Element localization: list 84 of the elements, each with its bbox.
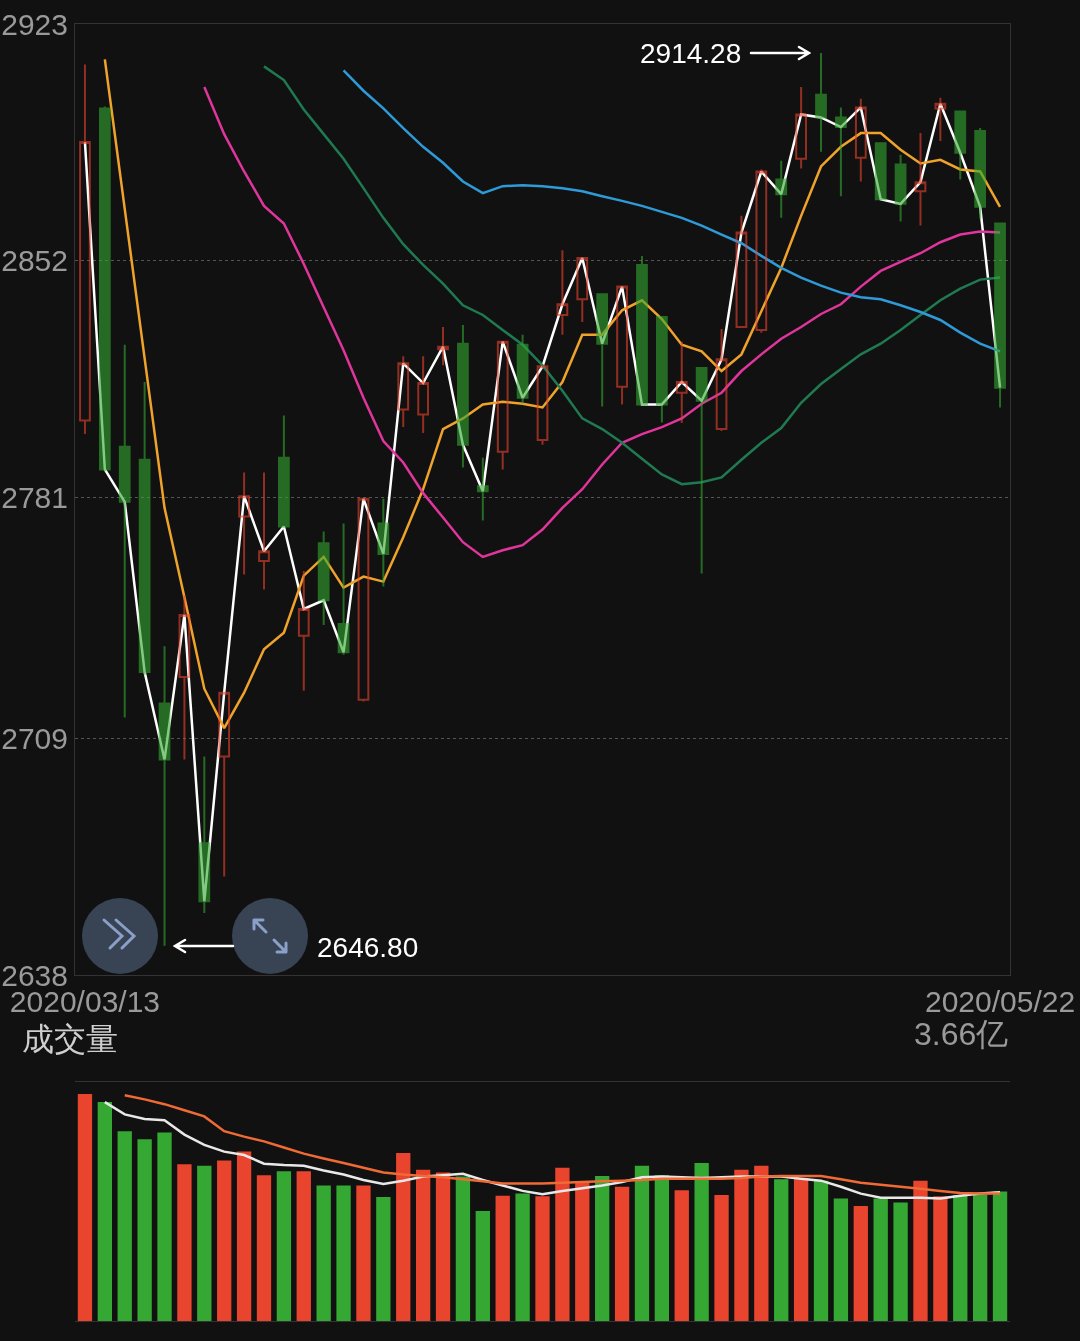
bar [734, 1169, 749, 1321]
candlestick [337, 522, 350, 656]
x-tick-label: 2020/05/22 [924, 985, 1076, 1018]
bar [813, 1180, 829, 1321]
bar [654, 1175, 670, 1321]
annotation: 2914.28 [640, 38, 742, 69]
bar [973, 1194, 988, 1321]
bar [793, 1177, 809, 1321]
bar [276, 1171, 292, 1321]
bar [137, 1139, 152, 1321]
candlestick [894, 153, 907, 223]
candlestick [815, 52, 827, 153]
bar [296, 1171, 311, 1321]
candlestick [118, 343, 131, 719]
candlestick [158, 645, 171, 947]
candlestick [198, 755, 211, 914]
bar [595, 1175, 610, 1321]
bar [992, 1191, 1008, 1321]
bar [933, 1196, 948, 1321]
candlestick [377, 497, 390, 588]
candlestick [476, 456, 489, 522]
bar [356, 1185, 371, 1321]
chart-title: 成交量 [21, 1021, 118, 1058]
bar [555, 1167, 570, 1321]
bar [873, 1198, 888, 1321]
bar [853, 1205, 868, 1321]
y-tick-label: 2852 [1, 244, 68, 278]
candlestick [138, 381, 151, 676]
bar [396, 1152, 411, 1321]
candlestick [695, 366, 708, 575]
bar [774, 1179, 789, 1321]
candlestick [874, 142, 887, 201]
line-series [203, 85, 1002, 559]
candlestick [317, 530, 330, 626]
bar [197, 1165, 212, 1321]
candlestick [655, 315, 668, 424]
bar [634, 1165, 650, 1321]
candlestick [98, 105, 111, 473]
bar [913, 1180, 928, 1321]
bar [614, 1186, 630, 1321]
bar [714, 1194, 729, 1321]
line-series [262, 65, 1002, 486]
bar [217, 1160, 232, 1321]
bar [157, 1132, 172, 1321]
bar [316, 1185, 331, 1321]
line-series [342, 69, 1002, 353]
bar [336, 1185, 351, 1321]
bar [495, 1195, 510, 1321]
bar [97, 1102, 112, 1321]
bar [694, 1162, 709, 1321]
candlestick [636, 254, 648, 406]
bar [893, 1202, 908, 1321]
bar [833, 1198, 849, 1321]
bar [435, 1172, 451, 1321]
bar [77, 1093, 93, 1321]
candlestick [835, 106, 847, 198]
candlestick [954, 110, 967, 181]
bar [754, 1165, 769, 1321]
candlestick [516, 333, 529, 405]
bar [475, 1211, 490, 1321]
bar [415, 1169, 431, 1321]
bar [674, 1190, 689, 1321]
y-tick-label: 2923 [1, 7, 68, 41]
candlestick [457, 323, 469, 469]
bar [177, 1164, 192, 1321]
candlestick [974, 127, 987, 220]
bar [455, 1176, 471, 1321]
bar [236, 1151, 252, 1321]
bar [117, 1131, 132, 1321]
candlestick [278, 414, 290, 529]
bar [575, 1181, 590, 1321]
candlestick [596, 293, 609, 408]
candlestick [775, 159, 788, 219]
bar [376, 1197, 391, 1321]
text: 3.66亿 [914, 1016, 1009, 1052]
bar [515, 1193, 530, 1321]
bar [953, 1194, 968, 1321]
y-tick-label: 2781 [1, 481, 68, 515]
line-series [83, 102, 1002, 903]
y-tick-label: 2709 [1, 721, 68, 755]
candlestick [994, 222, 1006, 409]
bar [535, 1196, 550, 1321]
annotation: 2646.80 [317, 932, 419, 963]
bar [256, 1175, 272, 1321]
